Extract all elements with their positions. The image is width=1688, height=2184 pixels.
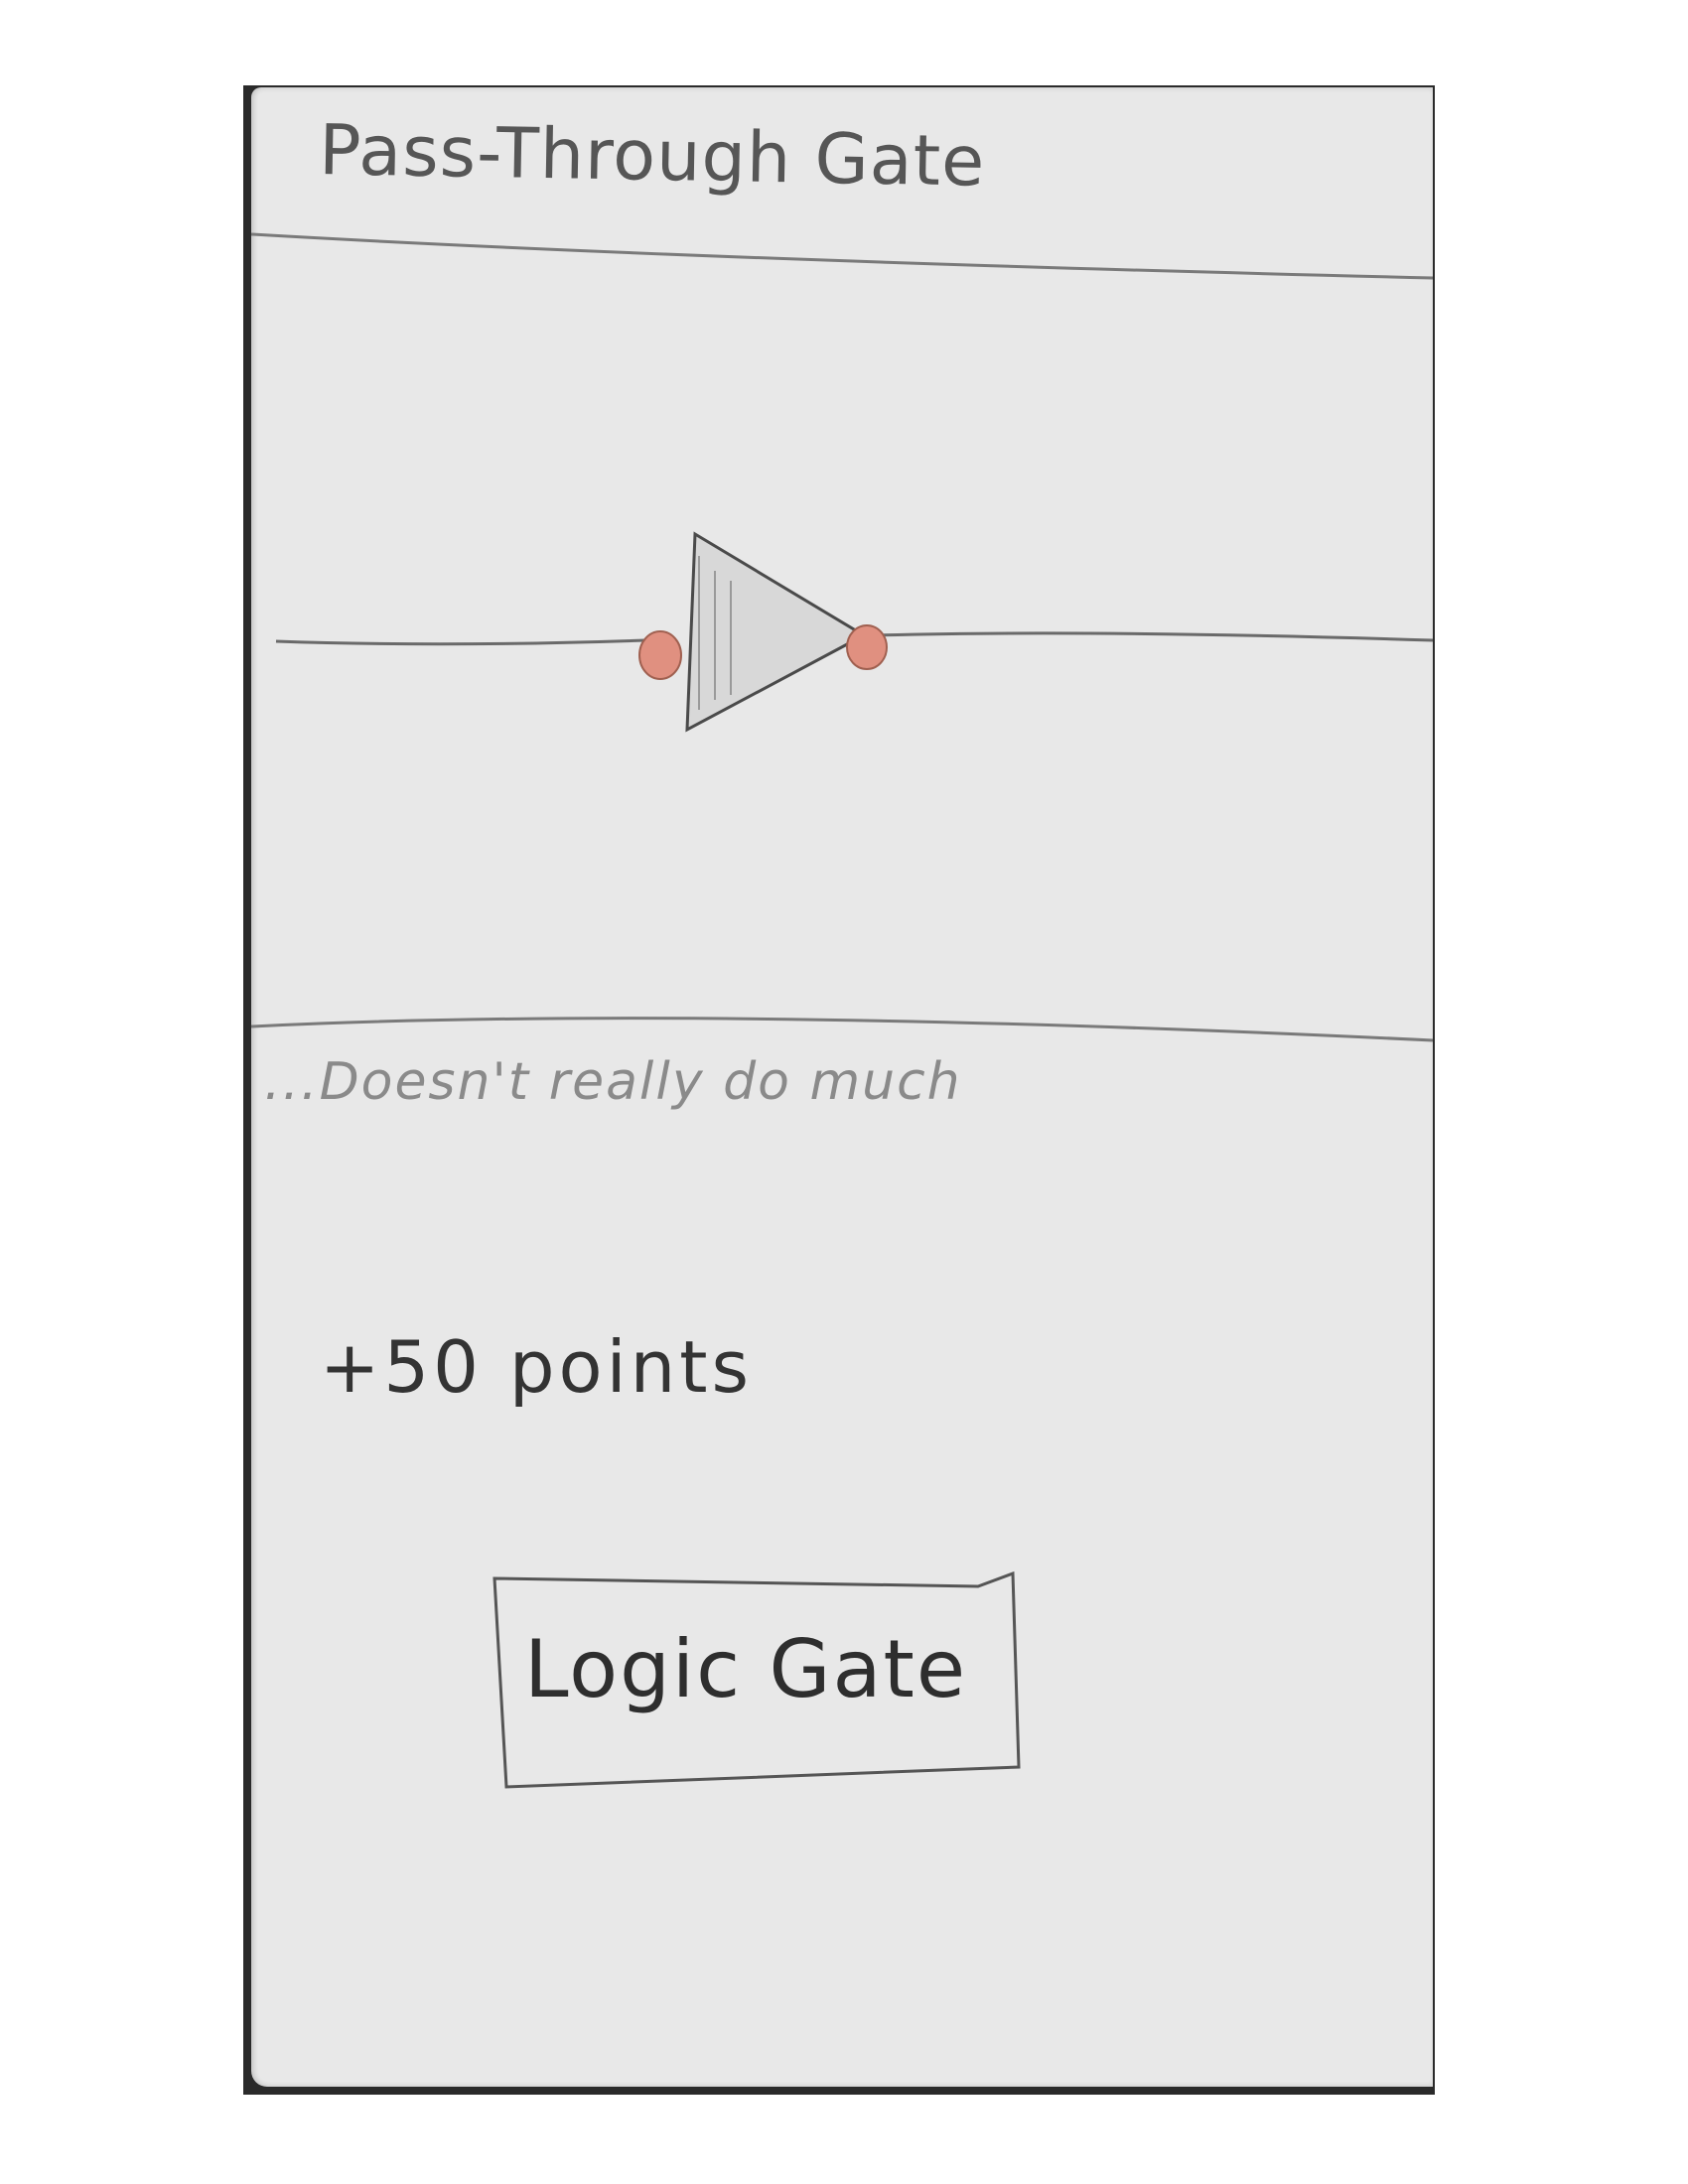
logic-gate-button[interactable]: Logic Gate [496,1573,1013,1772]
card-title: Pass-Through Gate [318,109,986,203]
logic-gate-button-label: Logic Gate [524,1623,968,1715]
points-value: +50 points [320,1325,753,1409]
card-description: ...Doesn't really do much [264,1052,962,1112]
